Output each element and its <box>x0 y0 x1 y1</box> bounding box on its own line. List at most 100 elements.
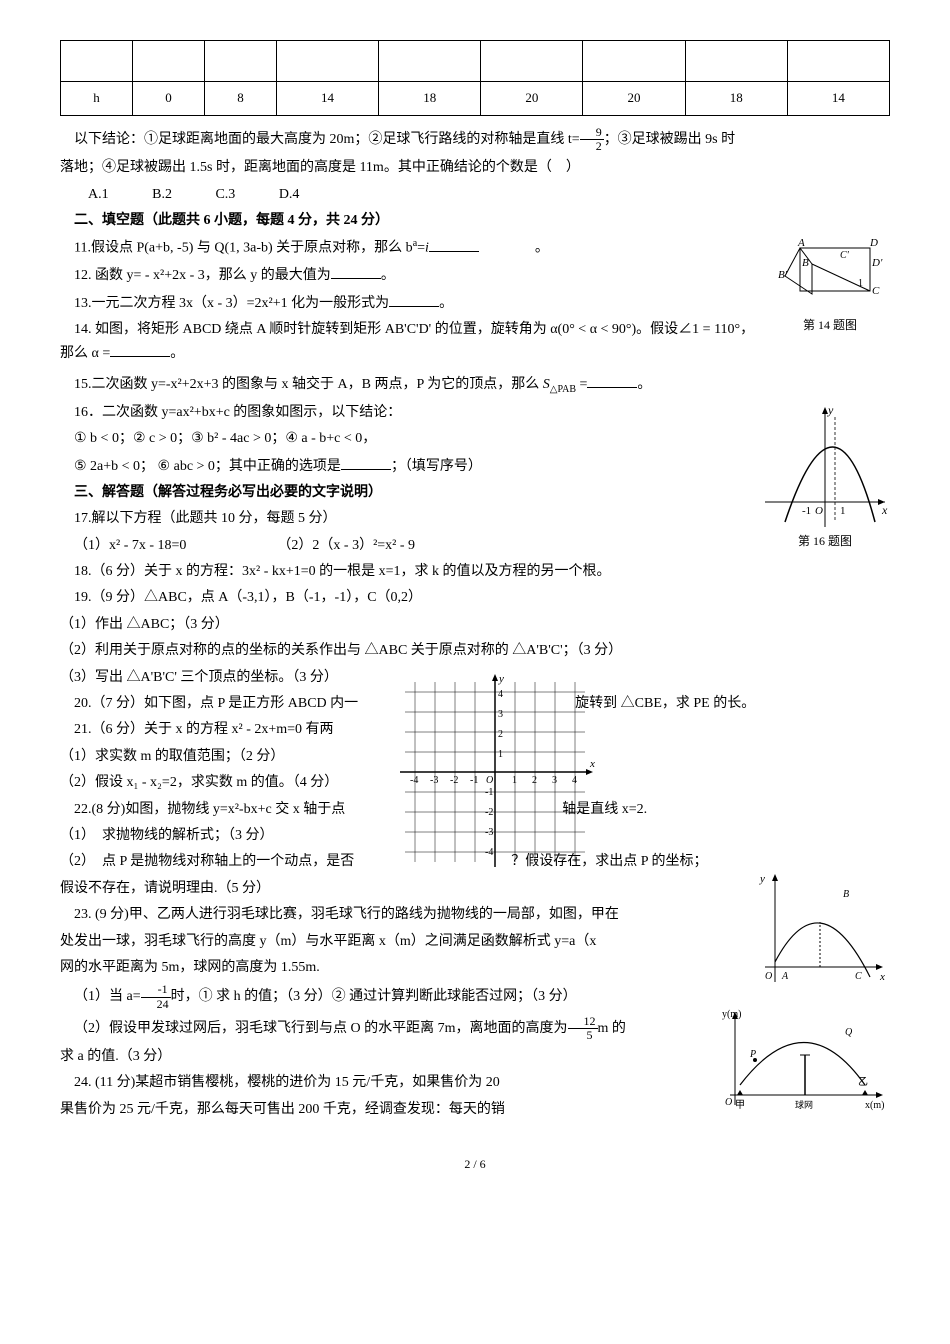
cell <box>481 41 583 82</box>
svg-text:1: 1 <box>840 505 846 517</box>
text: = <box>576 377 587 392</box>
text: 时，① 求 h 的值；（3 分）② 通过计算判断此球能否过网；（3 分） <box>171 989 577 1004</box>
question-19-2: （2）利用关于原点对称的点的坐标的关系作出与 △ABC 关于原点对称的 △A'B… <box>60 640 890 662</box>
text: = <box>417 241 425 256</box>
court-diagram: y(m) x(m) O P Q 甲 乙 球网 <box>720 1005 890 1115</box>
text: 。 <box>637 377 651 392</box>
text: 22.(8 分)如图，抛物线 y=x²-bx+c 交 x 轴于点 <box>74 802 345 817</box>
text: （2） 点 P 是抛物线对称轴上的一个动点，是否 <box>60 854 354 869</box>
svg-text:y: y <box>759 873 765 885</box>
option-d: D.4 <box>279 187 300 202</box>
svg-text:y(m): y(m) <box>722 1009 741 1020</box>
svg-text:A: A <box>797 237 805 249</box>
cell: 20 <box>481 82 583 116</box>
svg-text:-4: -4 <box>410 775 418 786</box>
blank <box>429 237 479 252</box>
svg-text:球网: 球网 <box>795 1099 813 1110</box>
svg-text:乙: 乙 <box>858 1076 868 1088</box>
text: 12. 函数 y= - x²+2x - 3，那么 y 的最大值为 <box>74 268 331 283</box>
question-14: 14. 如图，将矩形 ABCD 绕点 A 顺时针旋转到矩形 AB'C'D' 的位… <box>60 319 890 365</box>
svg-text:-1: -1 <box>485 787 493 798</box>
question-15: 15.二次函数 y=-x²+2x+3 的图象与 x 轴交于 A，B 两点，P 为… <box>60 373 890 398</box>
cell <box>132 41 204 82</box>
denominator: 2 <box>580 140 604 153</box>
svg-text:-3: -3 <box>485 827 493 838</box>
svg-text:-1: -1 <box>470 775 478 786</box>
cell: 18 <box>685 82 787 116</box>
numerator: 12 <box>568 1015 598 1029</box>
fraction: 92 <box>580 126 604 153</box>
subscript: △PAB <box>550 384 576 395</box>
cell <box>61 41 133 82</box>
table-row: h 0 8 14 18 20 20 18 14 <box>61 82 890 116</box>
option-c: C.3 <box>215 187 235 202</box>
text: 。 <box>381 268 395 283</box>
cell <box>787 41 889 82</box>
cell: 18 <box>379 82 481 116</box>
svg-text:甲: 甲 <box>735 1100 745 1111</box>
math-s: S <box>543 377 550 392</box>
text: m 的 <box>598 1021 626 1036</box>
cell <box>379 41 481 82</box>
svg-text:A: A <box>781 971 789 982</box>
question-text: 落地；④足球被踢出 1.5s 时，距离地面的高度是 11m。其中正确结论的个数是… <box>60 157 890 179</box>
answer-options: A.1 B.2 C.3 D.4 <box>60 184 890 206</box>
svg-text:D': D' <box>871 257 883 269</box>
denominator: 24 <box>141 998 171 1011</box>
text: （1）当 a= <box>74 989 141 1004</box>
blank <box>389 292 439 307</box>
badminton-diagram: y x O A C B <box>750 867 890 997</box>
svg-text:4: 4 <box>572 775 577 786</box>
coordinate-grid: y x O 43 21 -4-3 -2-1 12 34 -1-2 -3-4 <box>390 667 600 885</box>
svg-text:1: 1 <box>498 749 503 760</box>
svg-text:-4: -4 <box>485 847 493 858</box>
svg-text:2: 2 <box>532 775 537 786</box>
text: 。 <box>439 296 453 311</box>
text: 。 <box>170 346 184 361</box>
text: 11.假设点 P(a+b, -5) 与 Q(1, 3a-b) 关于原点对称，那么… <box>74 241 413 256</box>
text: 20.（7 分）如下图，点 P 是正方形 ABCD 内一 <box>74 696 358 711</box>
svg-text:-2: -2 <box>450 775 458 786</box>
svg-text:x: x <box>881 503 888 517</box>
question-11: 11.假设点 P(a+b, -5) 与 Q(1, 3a-b) 关于原点对称，那么… <box>60 236 890 260</box>
numerator: -1 <box>141 983 171 997</box>
svg-text:B: B <box>843 889 849 900</box>
svg-text:1: 1 <box>512 775 517 786</box>
grid-svg: y x O 43 21 -4-3 -2-1 12 34 -1-2 -3-4 <box>390 667 600 877</box>
svg-text:x(m): x(m) <box>865 1100 884 1111</box>
rect-diagram: A D C B' B D' 1 C' <box>770 236 890 316</box>
svg-text:y: y <box>498 673 504 685</box>
fraction: 125 <box>568 1015 598 1042</box>
blank <box>331 264 381 279</box>
svg-text:O: O <box>815 505 823 517</box>
section-heading: 二、填空题（此题共 6 小题，每题 4 分，共 24 分） <box>60 210 890 232</box>
text: 以下结论：①足球距离地面的最大高度为 20m；②足球飞行路线的对称轴是直线 t= <box>74 132 580 147</box>
svg-text:O: O <box>486 775 493 786</box>
svg-text:C': C' <box>840 250 850 261</box>
question-13: 13.一元二次方程 3x（x - 3）=2x²+1 化为一般形式为。 <box>60 292 890 315</box>
option-a: A.1 <box>88 187 109 202</box>
page-number: 2 / 6 <box>60 1155 890 1174</box>
figure-caption: 第 16 题图 <box>760 532 890 551</box>
cell: 20 <box>583 82 685 116</box>
svg-text:-1: -1 <box>802 505 811 517</box>
svg-text:x: x <box>589 758 595 770</box>
question-19-1: （1）作出 △ABC；（3 分） <box>60 614 890 636</box>
table-row <box>61 41 890 82</box>
question-12: 12. 函数 y= - x²+2x - 3，那么 y 的最大值为 。 <box>60 264 890 287</box>
text: 15.二次函数 y=-x²+2x+3 的图象与 x 轴交于 A，B 两点，P 为… <box>74 377 539 392</box>
svg-text:-2: -2 <box>485 807 493 818</box>
svg-text:C: C <box>855 971 862 982</box>
figure-badminton: y(m) x(m) O P Q 甲 乙 球网 <box>720 1005 890 1123</box>
text: 。 <box>479 241 549 256</box>
text: （2）假设甲发球过网后，羽毛球飞行到与点 O 的水平距离 7m，离地面的高度为 <box>74 1021 568 1036</box>
data-table: h 0 8 14 18 20 20 18 14 <box>60 40 890 116</box>
svg-text:O: O <box>725 1097 732 1108</box>
question-18: 18.（6 分）关于 x 的方程：3x² - kx+1=0 的一根是 x=1，求… <box>60 561 890 583</box>
cell <box>685 41 787 82</box>
figure-caption: 第 14 题图 <box>770 316 890 335</box>
svg-text:4: 4 <box>498 689 503 700</box>
svg-text:2: 2 <box>498 729 503 740</box>
text: ；③足球被踢出 9s 时 <box>604 132 735 147</box>
blank <box>587 373 637 388</box>
